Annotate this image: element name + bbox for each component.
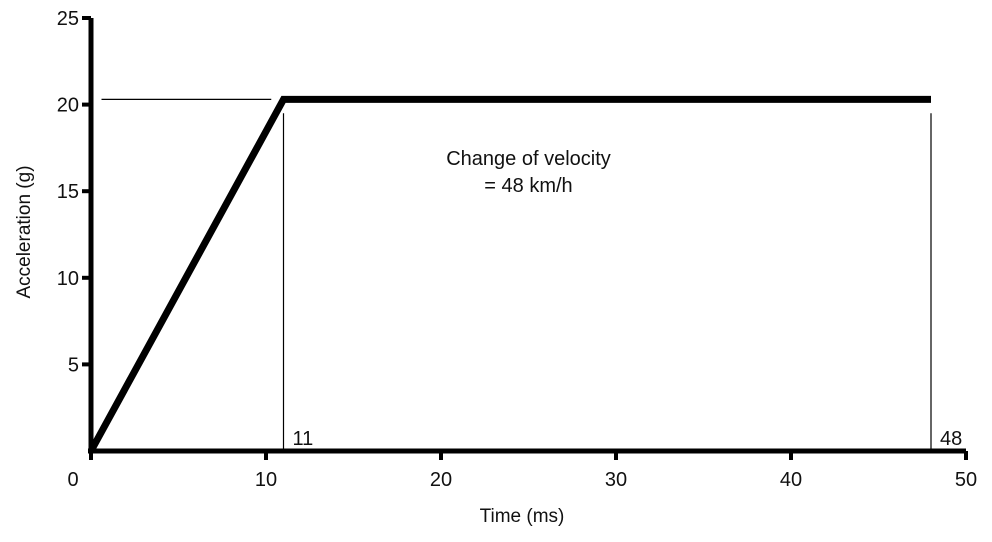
y-tick-label-10: 10 bbox=[57, 268, 79, 290]
x-tick-label-20: 20 bbox=[430, 469, 452, 491]
ticks bbox=[82, 16, 968, 460]
x-tick-label-0: 0 bbox=[67, 469, 78, 491]
annotation-line-2: = 48 km/h bbox=[484, 175, 572, 197]
y-tick-label-20: 20 bbox=[57, 95, 79, 117]
x-tick-label-40: 40 bbox=[780, 469, 802, 491]
labels: 0 10 20 30 40 50 5 10 15 20 25 11 48 bbox=[57, 8, 977, 491]
series-layer bbox=[87, 95, 931, 453]
x-axis-title: Time (ms) bbox=[480, 506, 565, 527]
y-axis-title: Acceleration (g) bbox=[14, 165, 35, 298]
y-tick-label-15: 15 bbox=[57, 181, 79, 203]
x-tick-label-50: 50 bbox=[955, 469, 977, 491]
x-tick-label-10: 10 bbox=[255, 469, 277, 491]
annotation-line-1: Change of velocity bbox=[446, 148, 611, 170]
marker-label-11: 11 bbox=[293, 428, 314, 450]
axes bbox=[88, 18, 966, 454]
x-tick-label-30: 30 bbox=[605, 469, 627, 491]
series-line-0 bbox=[87, 95, 931, 453]
reference-lines bbox=[101, 98, 932, 451]
marker-label-48: 48 bbox=[940, 428, 962, 450]
y-tick-label-5: 5 bbox=[68, 354, 79, 376]
y-tick-label-25: 25 bbox=[57, 8, 79, 30]
